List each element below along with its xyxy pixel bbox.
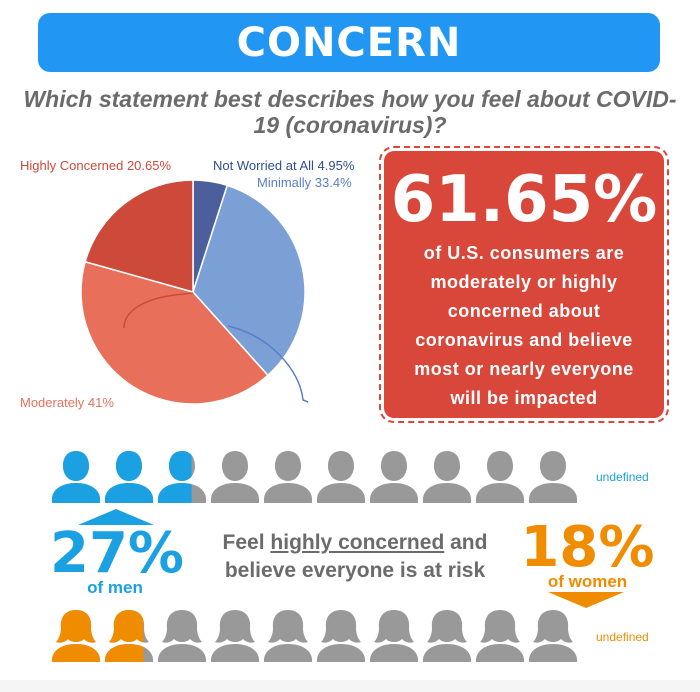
callout-line: will be impacted: [450, 388, 598, 408]
woman-person-icon: [105, 610, 153, 662]
man-person-icon: [476, 451, 524, 503]
banner-title: CONCERN: [236, 19, 462, 66]
middle-line-1: Feel highly concerned and: [190, 529, 520, 557]
callout-line: most or nearly everyone: [414, 359, 634, 379]
label-moderately: Moderately 41%: [20, 395, 114, 410]
man-person-icon: [52, 451, 100, 503]
woman-person-icon: [52, 610, 100, 662]
highly-concerned-bracket: [123, 292, 194, 329]
men-label: of men: [87, 578, 143, 597]
title-banner: CONCERN: [38, 13, 660, 72]
woman-person-icon: [529, 610, 577, 662]
woman-person-icon: [317, 610, 365, 662]
man-person-icon: [264, 451, 312, 503]
footer-bar: [0, 680, 700, 692]
men-people-row: [52, 447, 592, 507]
woman-person-icon: [476, 610, 524, 662]
middle-pre: Feel: [222, 531, 271, 554]
women-label: of women: [547, 572, 628, 591]
middle-emphasis: highly concerned: [270, 531, 445, 554]
woman-person-icon: [423, 610, 471, 662]
pie-chart: Highly Concerned 20.65% Not Worried at A…: [0, 140, 380, 430]
man-person-icon: [529, 451, 577, 503]
pie-chart-svg: Highly Concerned 20.65% Not Worried at A…: [20, 158, 355, 410]
callout-line: moderately or highly: [430, 272, 618, 292]
men-row-label: undefined: [596, 470, 649, 484]
woman-person-icon: [264, 610, 312, 662]
men-percent: 27%: [50, 521, 185, 586]
middle-line-2: believe everyone is at risk: [224, 559, 486, 582]
survey-question: Which statement best describes how you f…: [23, 86, 677, 138]
man-person-icon: [105, 451, 153, 503]
man-person-icon: [423, 451, 471, 503]
callout-line: coronavirus and believe: [415, 330, 633, 350]
callout-line: of U.S. consumers are: [423, 243, 625, 263]
man-person-icon: [370, 451, 418, 503]
middle-statement: Feel highly concerned and believe everyo…: [190, 529, 520, 585]
women-percent: 18%: [520, 515, 655, 580]
woman-person-icon: [211, 610, 259, 662]
women-down-arrow-icon: [548, 592, 624, 608]
man-person-icon: [158, 451, 206, 503]
minimally-bracket: [227, 325, 309, 403]
women-row-label: undefined: [596, 630, 649, 644]
callout-percent: 61.65%: [390, 163, 658, 237]
men-up-arrow-icon: [78, 509, 154, 525]
label-minimally: Minimally 33.4%: [257, 175, 352, 190]
woman-person-icon: [370, 610, 418, 662]
middle-post: and: [444, 531, 488, 554]
pie-slice-highly-concerned: [84, 179, 194, 293]
highlight-callout: 61.65% of U.S. consumers are moderately …: [379, 146, 669, 423]
label-not-worried: Not Worried at All 4.95%: [213, 158, 355, 173]
callout-description: of U.S. consumers are moderately or high…: [394, 239, 654, 413]
woman-person-icon: [158, 610, 206, 662]
callout-line: concerned about: [447, 301, 601, 321]
women-people-row: [52, 606, 592, 666]
label-highly-concerned: Highly Concerned 20.65%: [20, 158, 171, 173]
pie-slice-moderately: [80, 260, 269, 405]
man-person-icon: [317, 451, 365, 503]
man-person-icon: [211, 451, 259, 503]
pie-slice-minimally: [192, 184, 306, 377]
